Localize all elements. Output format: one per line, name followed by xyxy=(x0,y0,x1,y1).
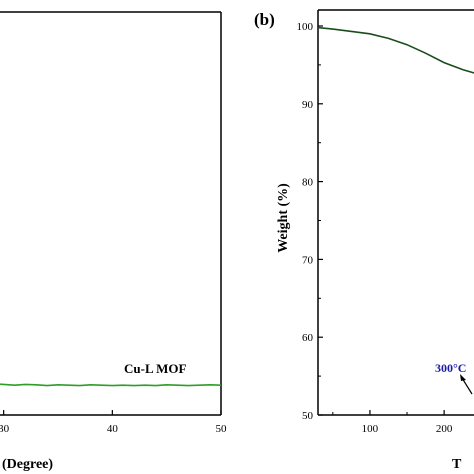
xrd-x-tick-label: 30 xyxy=(0,423,10,435)
temperature-annotation: 300°C xyxy=(435,361,466,375)
tga-y-tick-label: 80 xyxy=(302,177,314,189)
xrd-x-axis-title: (Degree) xyxy=(2,457,53,472)
tga-ticks: 50 60 70 80 90 100 100 200 xyxy=(297,21,453,435)
xrd-axes xyxy=(0,11,222,416)
xrd-panel: 30 40 50 Cu-L MOF (Degree) xyxy=(0,11,227,472)
tga-y-tick-label: 70 xyxy=(302,254,314,266)
xrd-x-tick-label: 40 xyxy=(107,423,119,435)
xrd-x-tick-label: 50 xyxy=(216,423,228,435)
tga-y-tick-label: 50 xyxy=(302,410,314,422)
xrd-series-label: Cu-L MOF xyxy=(124,361,187,376)
xrd-series-line xyxy=(0,383,222,387)
tga-y-tick-label: 100 xyxy=(297,21,314,33)
annotation-arrow xyxy=(460,374,473,395)
tga-x-tick-label: 100 xyxy=(362,423,379,435)
tga-series-line xyxy=(317,26,474,74)
annotation-arrow-shaft xyxy=(461,377,473,395)
tga-x-axis-title: T xyxy=(452,457,462,472)
panel-b-label: (b) xyxy=(254,10,275,29)
tga-y-tick-label: 90 xyxy=(302,99,314,111)
annotation-arrow-head xyxy=(460,374,466,381)
tga-axes xyxy=(317,9,474,416)
tga-y-axis-title: Weight (%) xyxy=(276,183,291,253)
tga-panel: 50 60 70 80 90 100 100 200 (b) Weight (%) T 300… xyxy=(254,9,474,472)
tga-y-tick-label: 60 xyxy=(302,332,314,344)
xrd-ticks: 30 40 50 xyxy=(0,410,227,435)
tga-x-tick-label: 200 xyxy=(436,423,453,435)
